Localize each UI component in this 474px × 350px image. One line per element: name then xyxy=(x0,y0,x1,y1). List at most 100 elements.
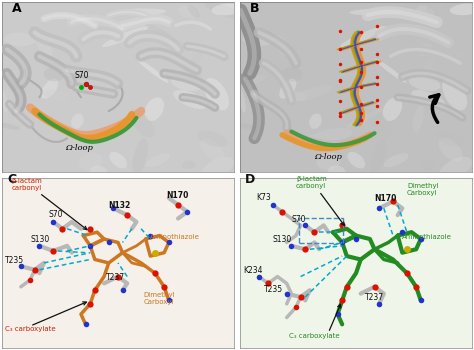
Ellipse shape xyxy=(102,26,149,47)
Ellipse shape xyxy=(109,152,127,168)
Ellipse shape xyxy=(36,35,53,57)
Ellipse shape xyxy=(212,4,243,15)
Ellipse shape xyxy=(204,78,229,110)
Text: T235: T235 xyxy=(264,285,283,294)
Ellipse shape xyxy=(416,50,443,78)
Ellipse shape xyxy=(111,8,166,15)
Ellipse shape xyxy=(340,26,387,47)
Ellipse shape xyxy=(234,122,258,130)
Ellipse shape xyxy=(201,138,225,162)
Ellipse shape xyxy=(44,67,64,82)
Ellipse shape xyxy=(138,32,174,38)
Ellipse shape xyxy=(238,89,246,113)
Ellipse shape xyxy=(137,59,168,83)
Ellipse shape xyxy=(383,23,415,43)
Text: T237: T237 xyxy=(106,273,126,282)
Ellipse shape xyxy=(177,44,197,56)
Ellipse shape xyxy=(282,90,307,101)
Ellipse shape xyxy=(375,59,407,83)
Ellipse shape xyxy=(178,6,197,19)
Ellipse shape xyxy=(376,32,412,38)
Ellipse shape xyxy=(442,1,474,21)
Ellipse shape xyxy=(78,153,102,170)
Ellipse shape xyxy=(0,122,20,130)
Ellipse shape xyxy=(279,78,296,99)
Ellipse shape xyxy=(173,90,208,109)
Ellipse shape xyxy=(185,64,202,82)
Text: C: C xyxy=(7,173,16,186)
Ellipse shape xyxy=(292,85,332,102)
Text: T237: T237 xyxy=(365,293,384,302)
Text: S70: S70 xyxy=(74,71,89,80)
Text: Ω-loop: Ω-loop xyxy=(314,153,342,161)
Ellipse shape xyxy=(346,109,383,128)
Ellipse shape xyxy=(145,23,177,43)
Ellipse shape xyxy=(132,138,148,175)
Text: N132: N132 xyxy=(109,201,131,210)
Ellipse shape xyxy=(309,113,322,129)
Ellipse shape xyxy=(41,78,58,99)
Ellipse shape xyxy=(204,1,247,21)
Ellipse shape xyxy=(198,131,228,147)
Text: β-lactam
carbonyl: β-lactam carbonyl xyxy=(296,176,327,189)
Text: Aminothiazole: Aminothiazole xyxy=(150,234,200,240)
Ellipse shape xyxy=(383,97,402,121)
Text: Dimethyl
Carboxyl: Dimethyl Carboxyl xyxy=(143,292,175,305)
Ellipse shape xyxy=(450,4,474,15)
Ellipse shape xyxy=(420,161,434,169)
Ellipse shape xyxy=(129,110,155,137)
Ellipse shape xyxy=(328,166,345,179)
Ellipse shape xyxy=(367,110,392,137)
Ellipse shape xyxy=(188,5,200,18)
Ellipse shape xyxy=(436,131,465,147)
Ellipse shape xyxy=(145,97,164,121)
Ellipse shape xyxy=(349,8,404,15)
Ellipse shape xyxy=(282,67,302,82)
Text: K73: K73 xyxy=(256,193,272,202)
Ellipse shape xyxy=(174,105,186,133)
Text: Ω-loop: Ω-loop xyxy=(65,144,92,152)
Ellipse shape xyxy=(370,138,386,175)
Text: N170: N170 xyxy=(374,195,397,203)
Text: D: D xyxy=(245,173,255,186)
Text: C₃ carboxylate: C₃ carboxylate xyxy=(289,333,340,339)
Ellipse shape xyxy=(383,153,409,167)
Ellipse shape xyxy=(415,44,435,56)
Ellipse shape xyxy=(242,33,274,46)
Ellipse shape xyxy=(44,90,69,101)
Ellipse shape xyxy=(423,64,440,82)
Ellipse shape xyxy=(65,128,115,147)
Ellipse shape xyxy=(411,90,446,109)
Ellipse shape xyxy=(178,50,205,78)
Ellipse shape xyxy=(90,166,107,179)
Ellipse shape xyxy=(347,152,365,168)
Ellipse shape xyxy=(145,153,171,167)
Ellipse shape xyxy=(171,76,202,91)
Ellipse shape xyxy=(426,5,438,18)
Ellipse shape xyxy=(412,105,424,133)
Ellipse shape xyxy=(416,6,435,19)
Ellipse shape xyxy=(273,35,291,57)
Ellipse shape xyxy=(303,128,353,147)
Text: S130: S130 xyxy=(273,236,292,244)
Ellipse shape xyxy=(0,75,27,91)
Ellipse shape xyxy=(226,75,265,91)
Ellipse shape xyxy=(182,161,196,169)
Ellipse shape xyxy=(71,113,84,129)
Text: S130: S130 xyxy=(30,236,49,244)
Text: S70: S70 xyxy=(292,215,306,224)
Ellipse shape xyxy=(439,157,472,180)
Ellipse shape xyxy=(438,138,463,162)
Ellipse shape xyxy=(409,76,440,91)
Text: A: A xyxy=(12,2,21,15)
Text: Dimethyl
Carboxyl: Dimethyl Carboxyl xyxy=(407,183,438,196)
Text: K234: K234 xyxy=(243,266,262,275)
Text: β-lactam
carbonyl: β-lactam carbonyl xyxy=(12,177,42,190)
Ellipse shape xyxy=(456,50,467,62)
Ellipse shape xyxy=(0,89,8,113)
Ellipse shape xyxy=(4,33,36,46)
Ellipse shape xyxy=(108,109,145,128)
Ellipse shape xyxy=(218,50,228,62)
Text: N170: N170 xyxy=(166,191,189,200)
Ellipse shape xyxy=(201,157,234,180)
